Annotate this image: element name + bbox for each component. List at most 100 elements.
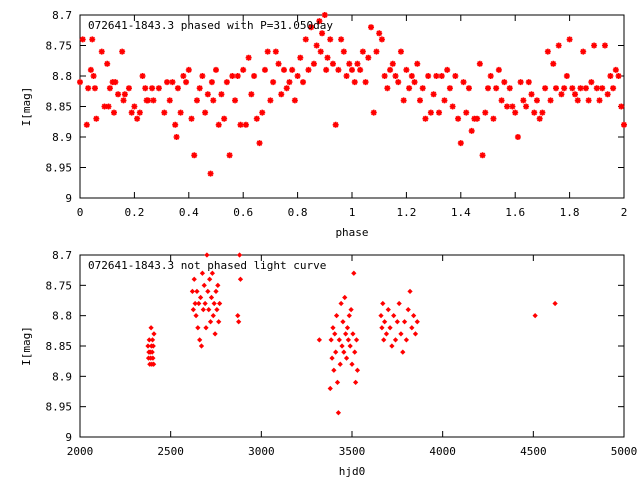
plot-frame: [79, 14, 625, 199]
data-point: [195, 325, 201, 331]
data-point: [120, 97, 127, 104]
data-point: [333, 349, 339, 355]
x-tick-label: 1.6: [505, 206, 525, 219]
data-point: [267, 97, 274, 104]
data-point: [151, 331, 157, 337]
data-point: [468, 127, 475, 134]
data-point: [382, 319, 388, 325]
data-point: [354, 367, 361, 373]
data-point: [272, 48, 279, 55]
data-point: [197, 337, 203, 343]
data-point: [235, 313, 241, 319]
data-point: [150, 343, 156, 349]
data-point: [422, 115, 429, 122]
data-point: [362, 79, 369, 86]
data-point: [427, 109, 434, 116]
data-point: [185, 66, 192, 73]
data-point: [354, 60, 361, 67]
data-point: [335, 66, 342, 73]
data-point: [253, 115, 260, 122]
data-point: [577, 85, 584, 92]
data-point: [112, 79, 119, 86]
data-point: [331, 367, 337, 373]
data-point: [237, 276, 244, 282]
data-point: [414, 319, 420, 325]
data-point: [332, 121, 339, 128]
data-point: [563, 73, 570, 79]
data-point: [512, 109, 519, 116]
data-point: [323, 66, 330, 73]
data-point: [449, 103, 456, 110]
data-point: [340, 48, 347, 55]
data-point: [202, 300, 208, 307]
x-tick-label: 2500: [157, 445, 184, 458]
data-point: [197, 294, 204, 301]
data-point: [452, 73, 459, 79]
data-point: [406, 85, 413, 92]
data-point: [91, 85, 98, 92]
data-point: [346, 313, 352, 319]
data-point: [395, 79, 402, 86]
data-point: [336, 337, 342, 343]
data-point: [479, 152, 486, 159]
data-point: [302, 36, 309, 43]
data-point: [148, 325, 154, 331]
data-point: [286, 79, 293, 86]
data-point: [463, 109, 470, 116]
data-point: [83, 121, 90, 128]
data-point: [104, 60, 111, 67]
data-point: [198, 343, 205, 349]
data-point: [460, 79, 467, 86]
data-point: [196, 85, 203, 92]
data-point: [169, 79, 176, 86]
data-point: [207, 319, 214, 325]
x-axis-label: phase: [335, 226, 368, 239]
data-point: [495, 66, 502, 73]
data-point: [339, 343, 345, 349]
data-point: [150, 97, 157, 104]
data-point: [221, 115, 228, 122]
data-point: [87, 66, 94, 73]
data-point: [441, 97, 448, 104]
data-point: [208, 294, 215, 301]
data-point: [569, 85, 576, 92]
data-point: [351, 270, 357, 276]
data-point: [542, 85, 549, 92]
data-point: [131, 103, 138, 110]
data-point: [321, 12, 328, 18]
data-point: [368, 24, 375, 31]
data-point: [310, 60, 317, 67]
y-tick-label: 8.8: [52, 70, 72, 83]
data-point: [474, 115, 481, 122]
data-point: [414, 60, 421, 67]
data-point: [566, 36, 573, 43]
data-point: [536, 115, 543, 122]
data-point: [242, 121, 249, 128]
x-tick-label: 3500: [339, 445, 366, 458]
data-point: [370, 109, 377, 116]
x-tick-label: 5000: [611, 445, 638, 458]
data-point: [119, 48, 126, 55]
data-point: [209, 270, 215, 276]
data-point: [498, 97, 505, 104]
data-point: [485, 85, 491, 92]
data-point: [236, 252, 243, 258]
data-point: [514, 134, 521, 140]
data-point: [403, 337, 410, 343]
data-point: [561, 85, 568, 92]
data-point: [329, 355, 335, 361]
data-point: [316, 18, 323, 25]
data-point: [457, 140, 464, 147]
data-point: [218, 91, 225, 98]
data-point: [398, 331, 404, 337]
data-point: [192, 300, 198, 307]
data-point: [281, 66, 287, 73]
y-axis-label: I[mag]: [20, 326, 33, 366]
data-point: [387, 325, 393, 331]
data-point: [417, 97, 423, 104]
data-point: [232, 97, 239, 104]
data-point: [134, 115, 141, 122]
x-axis-label: hjd0: [339, 465, 366, 478]
data-point: [591, 42, 598, 49]
data-point: [476, 60, 483, 67]
